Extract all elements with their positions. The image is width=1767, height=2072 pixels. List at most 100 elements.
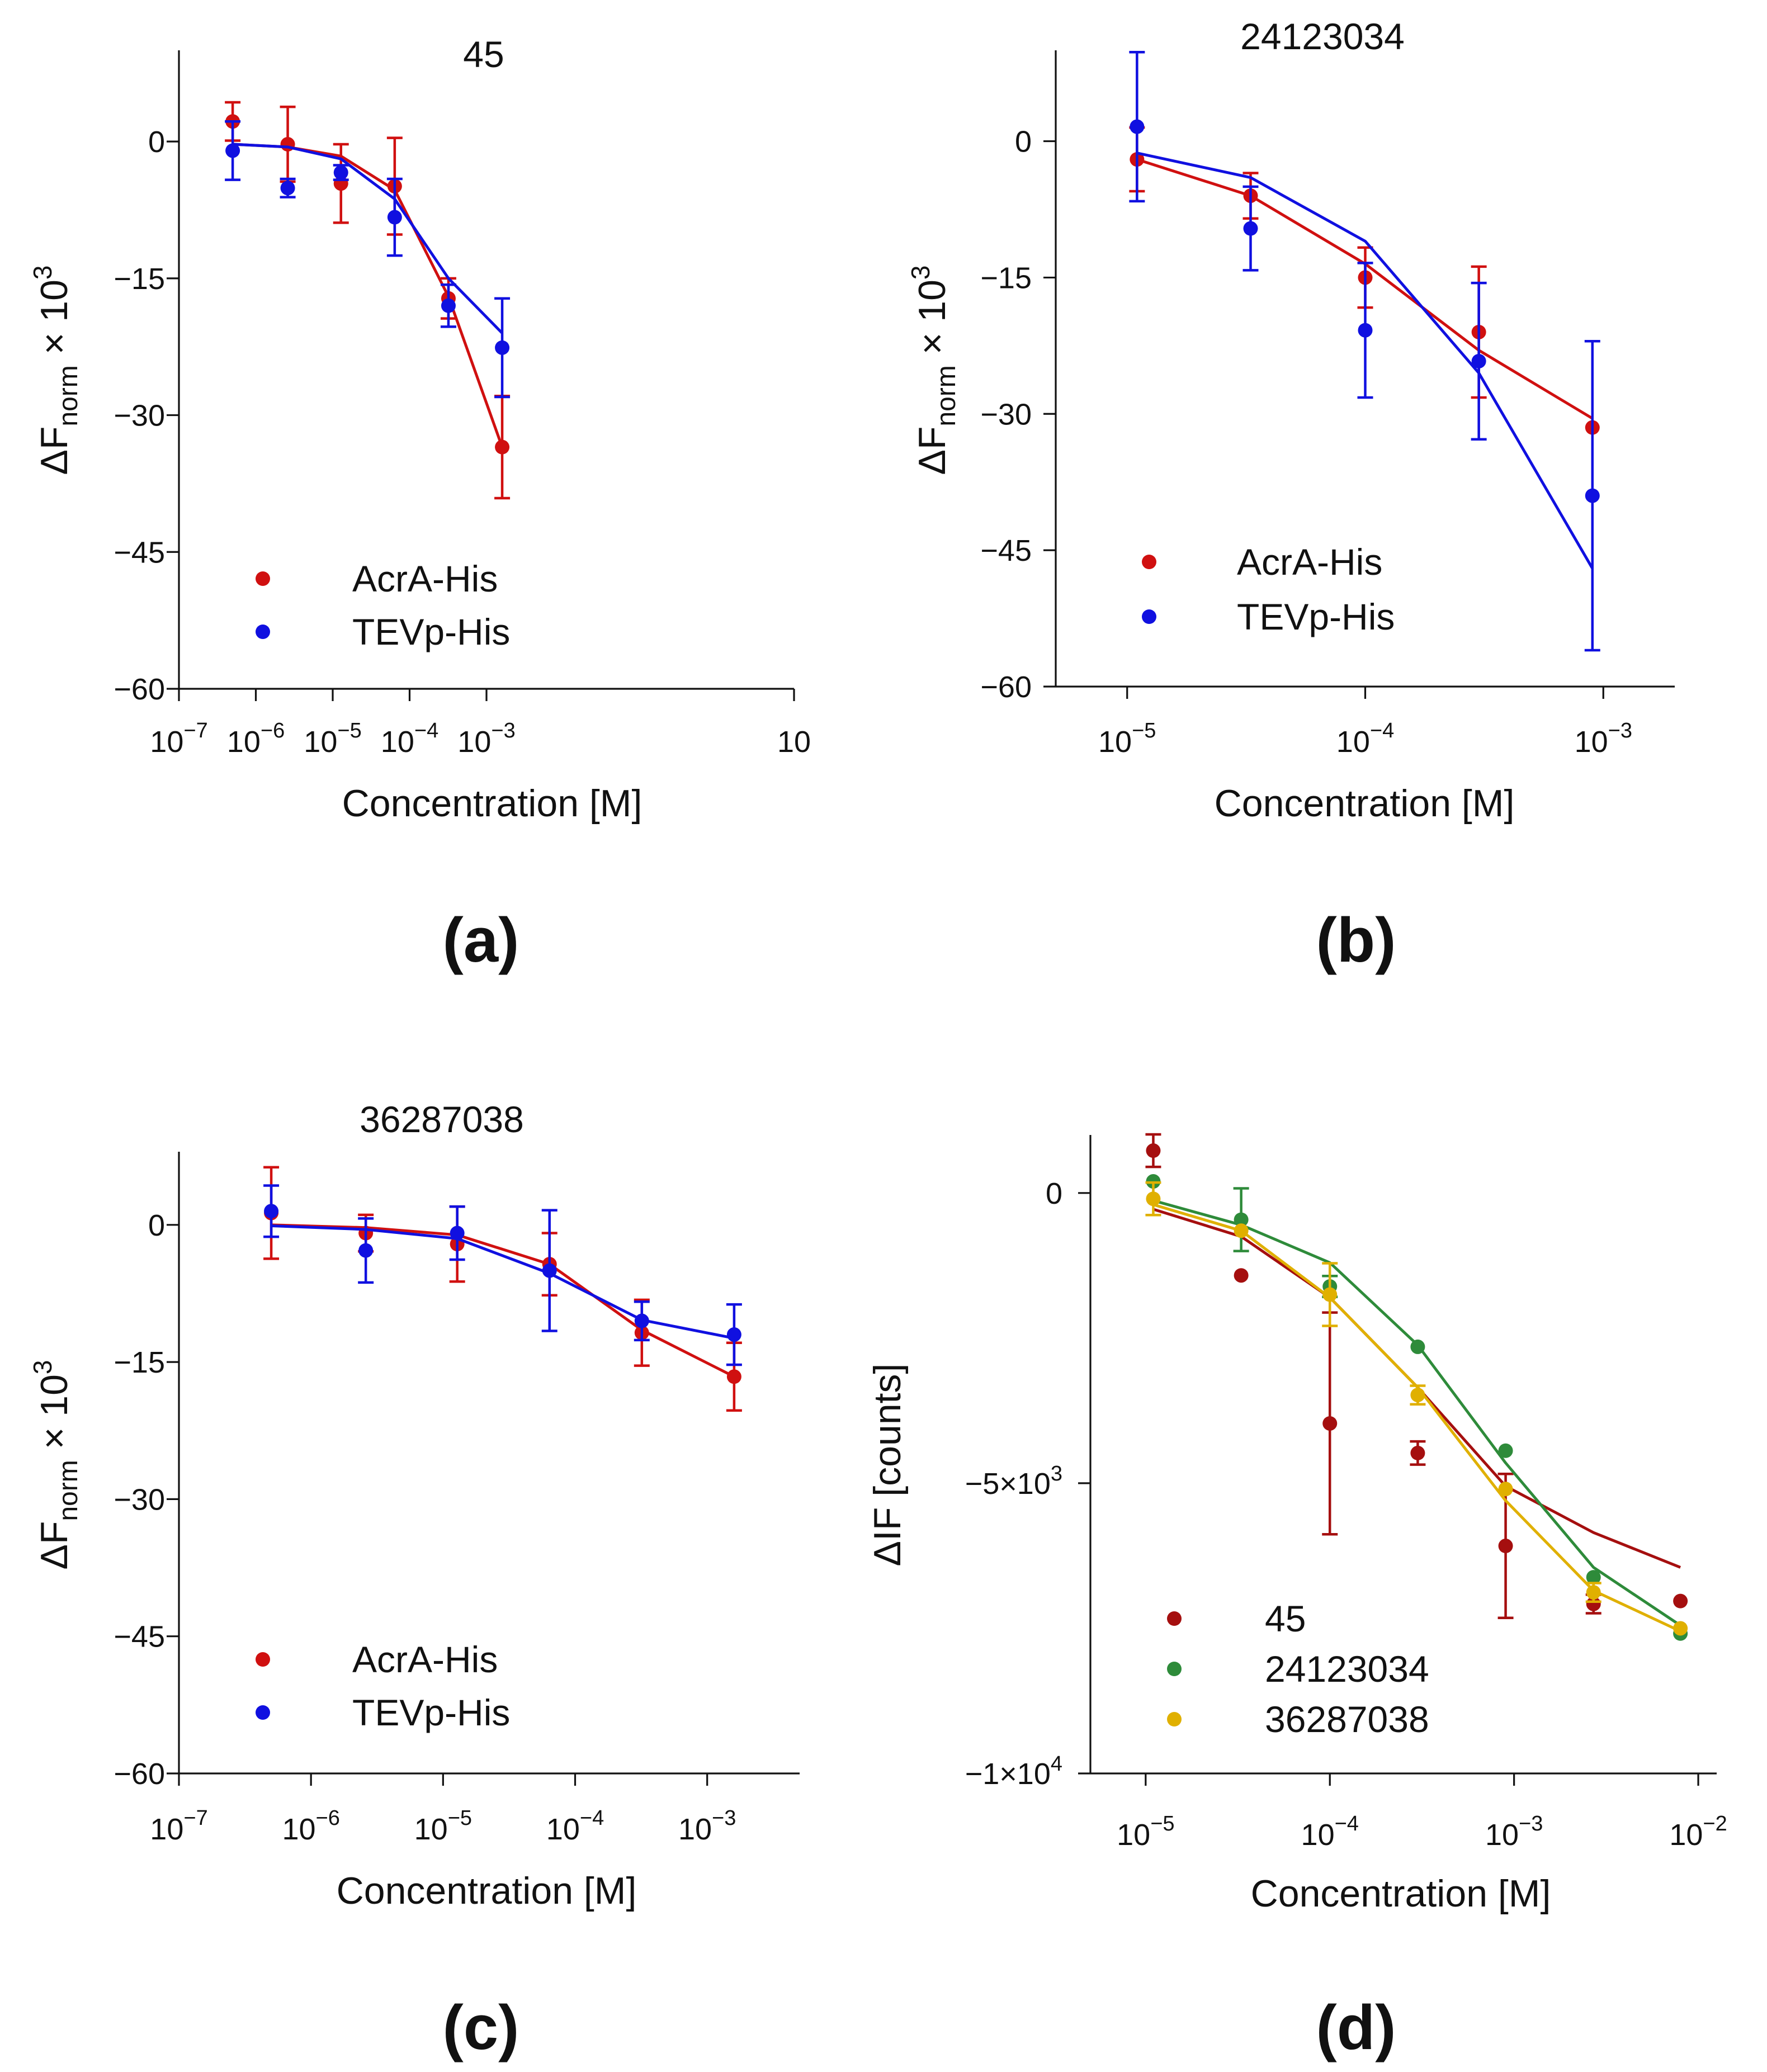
panel-b-data-point [1130,119,1145,134]
panel-d-data-point [1234,1223,1249,1238]
panel-d-label: (d) [1316,1993,1396,2062]
panel-b-data-point [1243,221,1258,236]
panel-c-legend-marker [256,1652,270,1667]
panel-a-y-label: ΔFnorm × 103 [28,265,83,475]
panel-b-y-tick-label: −30 [980,398,1032,431]
panel-d-data-point [1146,1143,1161,1158]
panel-a-data-point [441,298,456,313]
panel-a-fit-line [232,143,503,334]
panel-c-y-tick-label: −60 [114,1757,165,1791]
panel-c-y-tick-label: −45 [114,1620,165,1654]
panel-b-legend-label: TEVp-His [1237,596,1395,637]
panel-d-legend-label: 36287038 [1265,1699,1429,1740]
panel-d-x-label: Concentration [M] [1251,1872,1551,1915]
panel-b-x-label: Concentration [M] [1215,782,1515,825]
panel-d-data-point [1146,1191,1161,1207]
panel-a-y-tick-label: −60 [114,673,165,706]
panel-a-title: 45 [463,34,504,75]
panel-a-legend-label: AcrA-His [352,558,498,599]
panel-a-x-label: Concentration [M] [342,782,642,825]
panel-b-y-tick-label: −45 [980,534,1032,567]
panel-c-legend-label: TEVp-His [352,1692,510,1733]
panel-d-y-tick-label: −1×104 [965,1752,1062,1791]
panel-c-series-2 [263,1184,742,1366]
panel-c-x-label: Concentration [M] [337,1870,637,1912]
panel-a-data-point [495,340,510,355]
panel-d-y-tick-label: −5×103 [965,1462,1062,1501]
panel-d-data-point [1410,1388,1425,1403]
panel-a-x-tick-label: 10−4 [381,719,438,759]
panel-c-data-point [264,1204,279,1219]
panel-d-series-3 [1145,1181,1688,1636]
panel-d-legend-marker [1167,1712,1182,1726]
panel-b-label: (b) [1316,905,1396,975]
panel-b-y-tick-label: −15 [980,261,1032,295]
panel-b: 24123034 0 −15 −30 −45 −60 10−5 10−4 10−3 ΔFnorm… [906,16,1675,975]
panel-d-data-point [1673,1593,1688,1609]
panel-c-y-tick-label: −30 [114,1483,165,1516]
panel-d-y-label: ΔIF [counts] [866,1364,909,1567]
panel-d: 0 −5×103 −1×104 10−5 10−4 10−3 10−2 ΔIF [counts… [866,1133,1727,2062]
panel-c-data-point [726,1327,741,1342]
panel-c-fit-line [271,1223,735,1378]
panel-d-data-point [1586,1596,1601,1611]
panel-d-legend-marker [1167,1662,1182,1676]
panel-c-title: 36287038 [360,1099,524,1140]
panel-a-data-point [387,210,402,225]
panel-c-y-tick-label: 0 [148,1209,165,1242]
panel-c-x-tick-label: 10−7 [150,1806,207,1846]
panel-a-x-tick-label: 10−7 [150,719,207,759]
panel-a-legend-label: TEVp-His [352,611,510,652]
panel-b-data-point [1585,488,1600,503]
panel-a-label: (a) [443,905,519,975]
panel-d-data-point [1234,1212,1249,1227]
panel-a-legend-marker [256,625,270,639]
panel-d-data-point [1498,1539,1513,1554]
panel-a-data-point [280,181,295,196]
panel-a-legend-marker [256,571,270,586]
panel-d-x-tick-label: 10−2 [1669,1812,1727,1852]
panel-d-data-point [1673,1621,1688,1636]
panel-d-data-point [1322,1416,1338,1431]
panel-d-x-tick-label: 10−4 [1301,1812,1359,1852]
panel-b-data-point [1358,323,1373,338]
panel-a-y-tick-label: −30 [114,399,165,433]
panel-b-series-2 [1129,51,1600,652]
panel-d-data-point [1410,1445,1425,1460]
panel-a-x-tick-label: 10−6 [227,719,285,759]
panel-c-legend-label: AcrA-His [352,1639,498,1680]
panel-b-legend-label: AcrA-His [1237,541,1382,583]
panel-d-data-point [1498,1482,1513,1497]
panel-c-fit-line [271,1224,735,1340]
panel-c-data-point [450,1226,465,1241]
panel-c-data-point [542,1263,557,1278]
panel-a-data-point [225,143,240,158]
panel-d-data-point [1586,1570,1601,1585]
panel-c-data-point [358,1243,374,1258]
panel-c-data-point [726,1369,741,1384]
panel-b-x-tick-label: 10−4 [1336,719,1394,759]
panel-b-y-label: ΔFnorm × 103 [906,265,961,475]
panel-d-x-tick-label: 10−3 [1485,1812,1543,1852]
panel-c-label: (c) [443,1993,519,2062]
panel-d-x-tick-label: 10−5 [1117,1812,1174,1852]
panel-c: 36287038 0 −15 −30 −45 −60 10−7 10−6 10−5 10−4 10… [28,1099,800,2062]
panel-b-legend-marker [1142,555,1156,569]
panel-d-data-point [1498,1443,1513,1458]
panel-d-legend-label: 45 [1265,1598,1306,1639]
panel-c-x-tick-label: 10−3 [678,1806,736,1846]
panel-d-data-point [1410,1339,1425,1354]
panel-d-legend-marker [1167,1611,1182,1626]
panel-b-title: 24123034 [1240,16,1405,57]
panel-c-data-point [634,1313,649,1328]
panel-d-data-point [1322,1287,1338,1302]
panel-b-fit-line [1136,152,1594,569]
panel-a-data-point [495,439,510,455]
panel-c-x-tick-label: 10−6 [282,1806,339,1846]
panel-c-legend-marker [256,1705,270,1720]
panel-a-x-tick-label: 10 [777,725,811,759]
panel-c-y-label: ΔFnorm × 103 [28,1360,83,1569]
panel-d-data-point [1234,1268,1249,1283]
panel-a-y-tick-label: −45 [114,536,165,569]
